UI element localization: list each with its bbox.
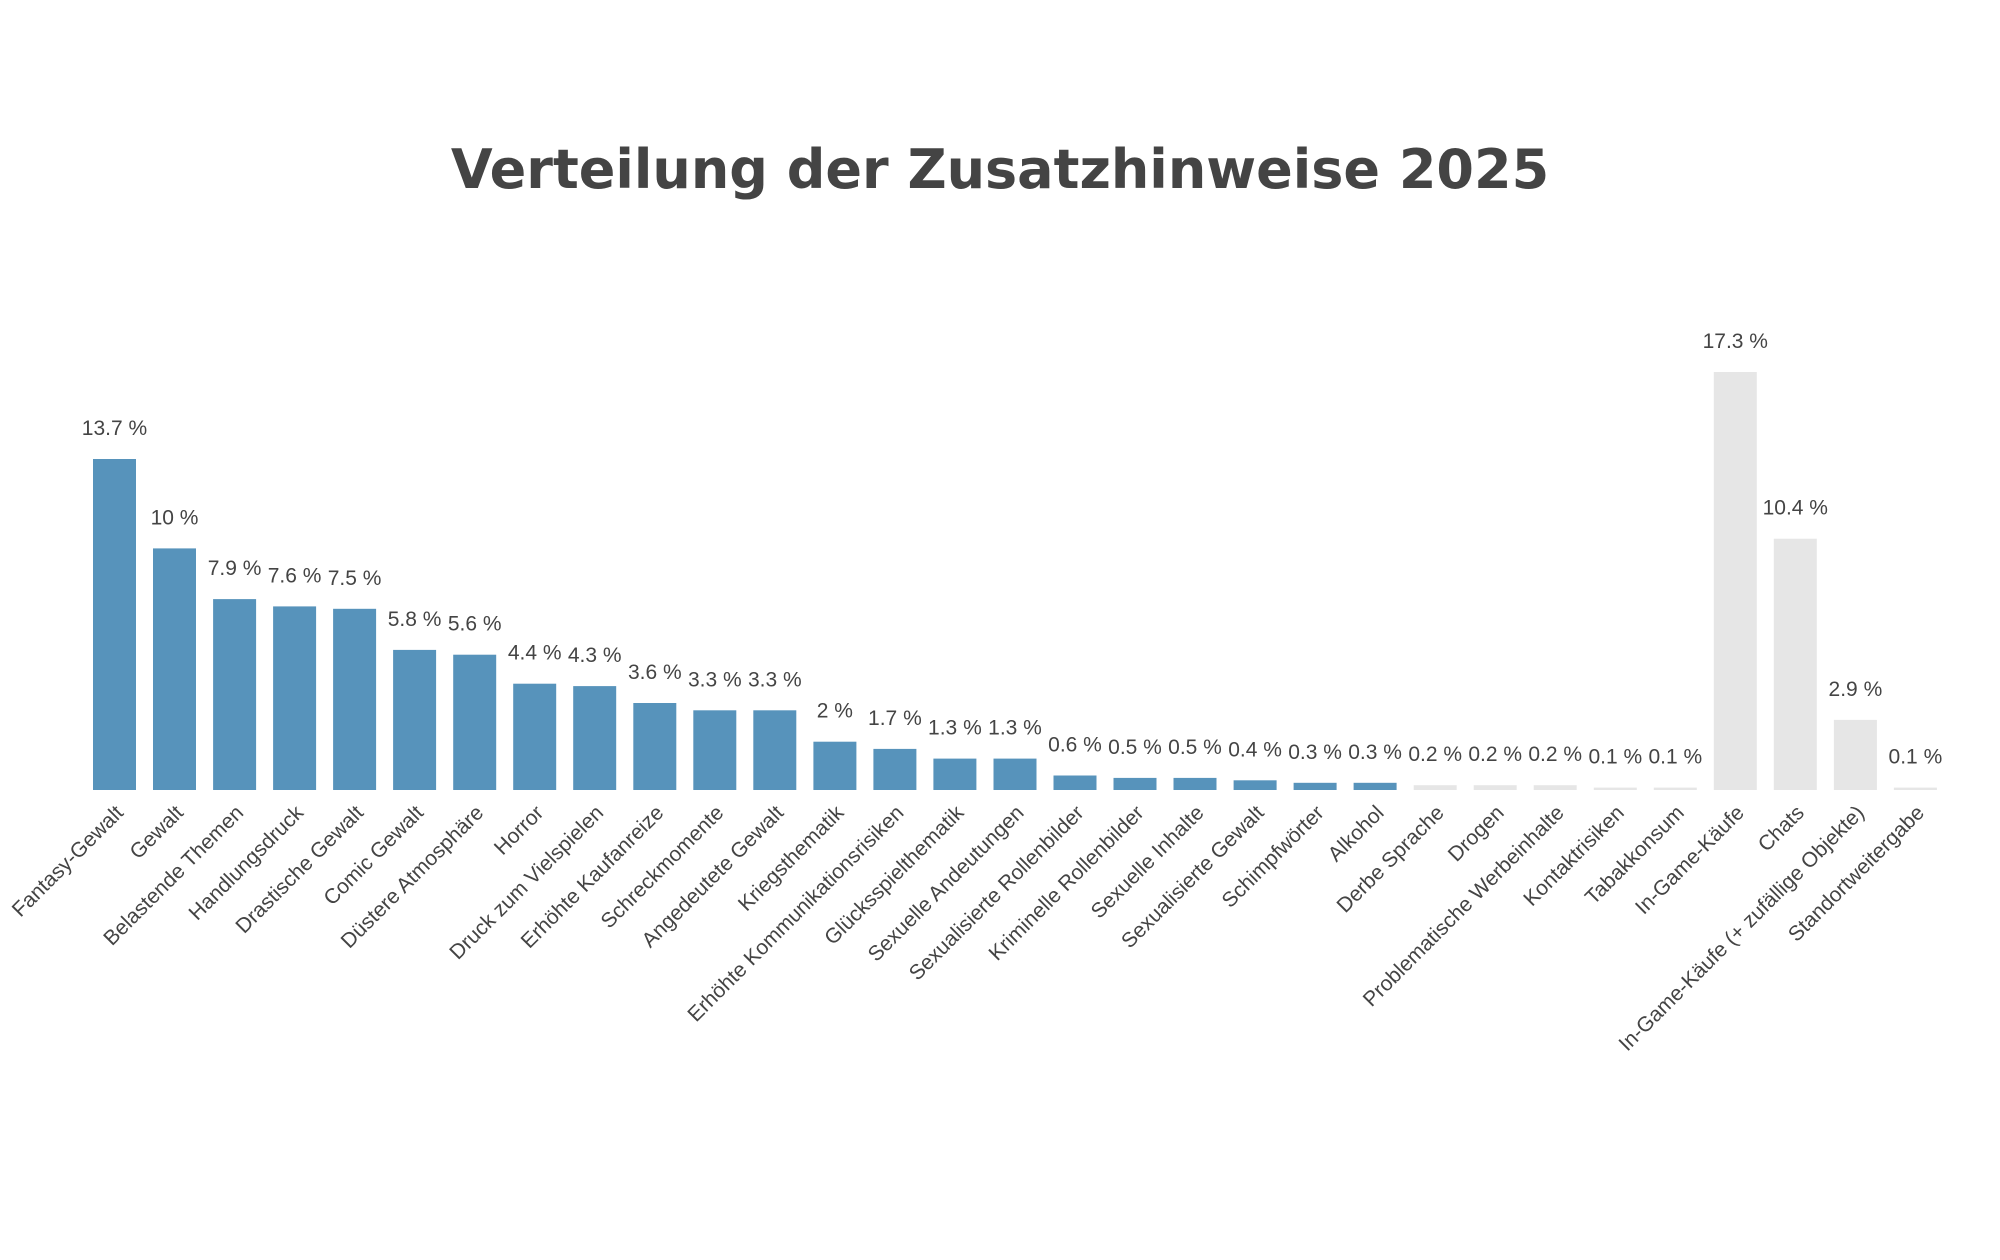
bar [1893, 787, 1937, 790]
bar-value-label: 0.5 % [1168, 736, 1222, 759]
x-tick-label: Derbe Sprache [1333, 801, 1449, 917]
bar-value-label: 3.3 % [748, 668, 802, 691]
bar [1833, 719, 1877, 790]
bar-value-label: 1.3 % [988, 717, 1042, 740]
bar [1653, 787, 1697, 790]
chart-title: Verteilung der Zusatzhinweise 2025 [450, 138, 1550, 201]
value-labels-group: 13.7 % 10 % 7.9 % 7.6 % 7.5 % 5.8 % 5.6 % 4.4 %… [82, 330, 1942, 769]
bar-value-label: 3.3 % [688, 668, 742, 691]
bar [1113, 777, 1157, 790]
x-tick-label: Erhöhte Kommunikationsrisiken [683, 801, 908, 1026]
bar [1713, 372, 1757, 790]
bar-value-label: 2 % [817, 700, 853, 723]
bar [693, 710, 737, 790]
bar-value-label: 5.8 % [388, 608, 442, 631]
x-tick-label: In-Game-Käufe [1631, 801, 1749, 919]
bar [1533, 785, 1577, 790]
x-tick-label: Schimpfwörter [1217, 801, 1328, 912]
bar [393, 649, 437, 790]
bar-value-label: 7.9 % [208, 557, 262, 580]
bar [93, 459, 136, 790]
bar-value-label: 1.7 % [868, 707, 922, 730]
bar [453, 654, 497, 790]
bar [273, 606, 317, 790]
x-tick-label: Kriegsthematik [734, 801, 849, 916]
bar [1293, 782, 1337, 790]
bar [153, 548, 196, 790]
bar-value-label: 5.6 % [448, 613, 502, 636]
bar [1053, 775, 1097, 790]
bar-value-label: 0.2 % [1468, 743, 1522, 766]
bar [873, 748, 917, 790]
bar [1773, 538, 1817, 790]
bar-value-label: 0.1 % [1889, 746, 1943, 769]
bar [513, 683, 557, 790]
bar-value-label: 2.9 % [1829, 678, 1883, 701]
bar-value-label: 0.1 % [1648, 746, 1702, 769]
x-tick-label: Fantasy-Gewalt [8, 801, 128, 921]
bar [633, 703, 677, 790]
bar-value-label: 0.2 % [1528, 743, 1582, 766]
bar-value-label: 0.2 % [1408, 743, 1462, 766]
bar-value-label: 10.4 % [1763, 497, 1828, 520]
bar [333, 608, 377, 790]
bar-value-label: 13.7 % [82, 417, 147, 440]
bar [1233, 780, 1277, 790]
bar [1593, 787, 1637, 790]
bar-value-label: 0.4 % [1228, 738, 1282, 761]
bar [573, 686, 617, 790]
bar-value-label: 0.3 % [1288, 741, 1342, 764]
bar-value-label: 7.6 % [268, 564, 322, 587]
bar-value-label: 0.5 % [1108, 736, 1162, 759]
x-tick-label: Horror [490, 801, 548, 859]
bar [993, 758, 1037, 790]
bar-value-label: 0.6 % [1048, 734, 1102, 757]
bars-group [93, 372, 1937, 790]
bar-value-label: 4.3 % [568, 644, 622, 667]
bar [933, 758, 977, 790]
bar-value-label: 10 % [151, 506, 199, 529]
bar [1413, 785, 1457, 790]
bar [213, 599, 257, 790]
bar-value-label: 4.4 % [508, 642, 562, 665]
bar-value-label: 0.1 % [1588, 746, 1642, 769]
bar-value-label: 0.3 % [1348, 741, 1402, 764]
bar [753, 710, 797, 790]
bar [1473, 785, 1517, 790]
bar [813, 741, 857, 790]
bar-value-label: 17.3 % [1703, 330, 1768, 353]
bar-value-label: 1.3 % [928, 717, 982, 740]
bar-value-label: 3.6 % [628, 661, 682, 684]
bar-value-label: 7.5 % [328, 567, 382, 590]
bar [1353, 782, 1397, 790]
bar [1173, 777, 1217, 790]
x-tick-label: Chats [1754, 801, 1809, 856]
